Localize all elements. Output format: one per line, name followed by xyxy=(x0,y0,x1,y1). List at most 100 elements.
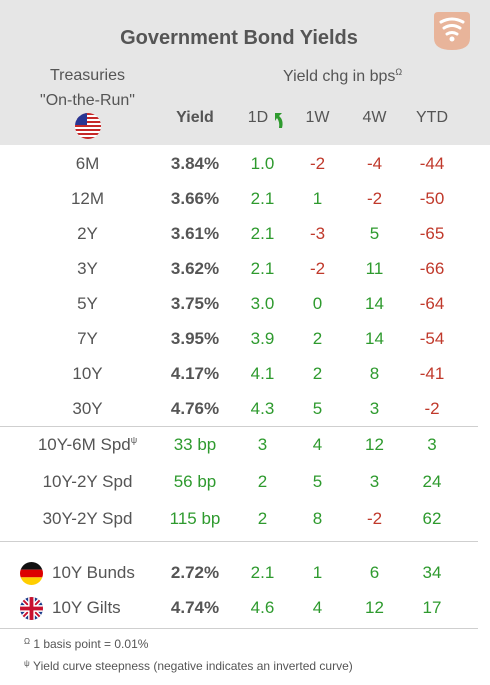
row-1d: 4.1 xyxy=(250,364,275,383)
row-1w: -2 xyxy=(309,154,326,173)
row-4w: -4 xyxy=(366,154,383,173)
uk-flag-icon xyxy=(20,597,43,620)
row-1w: 4 xyxy=(312,435,323,454)
row-yield: 3.66% xyxy=(170,189,220,208)
spread-value: 115 bp xyxy=(169,509,221,528)
divider xyxy=(0,541,478,542)
row-1w: 5 xyxy=(312,472,323,491)
row-4w: 6 xyxy=(369,563,380,582)
row-yield: 4.76% xyxy=(170,399,220,418)
row-ytd: 3 xyxy=(427,435,437,454)
row-label: 10Y xyxy=(72,364,103,383)
row-1w: 5 xyxy=(312,399,323,418)
divider xyxy=(0,426,478,427)
us-flag-icon xyxy=(75,113,101,139)
row-label: 7Y xyxy=(77,329,98,348)
wifi-logo-icon xyxy=(434,12,470,50)
row-1d: 2 xyxy=(257,509,268,528)
up-arrow-icon xyxy=(275,113,283,128)
row-1w: 0 xyxy=(312,294,323,313)
row-1d: 3.0 xyxy=(250,294,275,313)
table-row: 30Y-2Y Spd 115 bp 2 8 -2 62 xyxy=(0,502,490,537)
row-label: 2Y xyxy=(77,224,98,243)
row-1w: 8 xyxy=(312,509,323,528)
row-ytd: -64 xyxy=(419,294,445,313)
on-the-run-label: "On-the-Run" xyxy=(40,92,135,109)
row-yield: 3.95% xyxy=(170,329,220,348)
footnote-basis-point: Ω 1 basis point = 0.01% xyxy=(24,637,149,651)
row-4w: 12 xyxy=(365,435,384,454)
row-1d: 2 xyxy=(257,472,268,491)
row-ytd: -41 xyxy=(419,364,445,383)
row-4w: 11 xyxy=(365,259,384,278)
row-4w: -2 xyxy=(366,189,383,208)
col-1d: 1D xyxy=(247,109,269,126)
table-row: 10Y Gilts 4.74% 4.6 4 12 17 xyxy=(0,591,490,626)
row-1d: 2.1 xyxy=(250,563,275,582)
table-row: 10Y-2Y Spd 56 bp 2 5 3 24 xyxy=(0,465,490,500)
country-label: 10Y Gilts xyxy=(52,598,121,617)
row-yield: 3.61% xyxy=(170,224,220,243)
row-1w: 1 xyxy=(312,563,323,582)
row-ytd: 62 xyxy=(422,509,442,528)
row-1w: 1 xyxy=(312,189,323,208)
treasuries-label: Treasuries xyxy=(50,67,125,84)
divider xyxy=(0,628,478,629)
table-row: 5Y 3.75% 3.0 0 14 -64 xyxy=(0,287,490,322)
row-label: 5Y xyxy=(77,294,98,313)
row-1w: 2 xyxy=(312,364,323,383)
row-ytd: -54 xyxy=(419,329,445,348)
table-row: 12M 3.66% 2.1 1 -2 -50 xyxy=(0,182,490,217)
row-1d: 2.1 xyxy=(250,189,275,208)
row-1d: 4.6 xyxy=(250,598,275,617)
row-label: 30Y xyxy=(72,399,103,418)
row-1d: 4.3 xyxy=(250,399,275,418)
row-yield: 4.74% xyxy=(170,598,220,617)
table-row: 6M 3.84% 1.0 -2 -4 -44 xyxy=(0,147,490,182)
row-yield: 3.75% xyxy=(170,294,220,313)
col-yield: Yield xyxy=(176,109,214,126)
row-yield: 3.62% xyxy=(170,259,220,278)
row-4w: 14 xyxy=(365,294,384,313)
row-label: 6M xyxy=(75,154,100,173)
table-row: 3Y 3.62% 2.1 -2 11 -66 xyxy=(0,252,490,287)
row-1d: 3.9 xyxy=(250,329,275,348)
row-label: 3Y xyxy=(77,259,98,278)
col-1w: 1W xyxy=(305,109,330,126)
row-ytd: -66 xyxy=(419,259,445,278)
row-4w: -2 xyxy=(366,509,383,528)
table-row: 10Y 4.17% 4.1 2 8 -41 xyxy=(0,357,490,392)
row-yield: 2.72% xyxy=(170,563,220,582)
row-4w: 8 xyxy=(369,364,380,383)
table-row: 10Y Bunds 2.72% 2.1 1 6 34 xyxy=(0,556,490,591)
row-ytd: -65 xyxy=(419,224,445,243)
row-yield: 3.84% xyxy=(170,154,220,173)
header-panel: Government Bond Yields Treasuries "On-th… xyxy=(0,0,490,145)
table-row: 7Y 3.95% 3.9 2 14 -54 xyxy=(0,322,490,357)
spread-value: 33 bp xyxy=(173,435,217,454)
row-1w: 2 xyxy=(312,329,323,348)
spread-value: 56 bp xyxy=(173,472,217,491)
row-1w: -3 xyxy=(309,224,326,243)
row-1d: 3 xyxy=(257,435,268,454)
yield-change-label: Yield chg in bpsΩ xyxy=(283,67,403,85)
table-row: 10Y-6M Spdψ 33 bp 3 4 12 3 xyxy=(0,428,490,463)
germany-flag-icon xyxy=(20,562,43,585)
row-yield: 4.17% xyxy=(170,364,220,383)
row-4w: 5 xyxy=(369,224,380,243)
row-ytd: -44 xyxy=(419,154,445,173)
row-4w: 14 xyxy=(365,329,384,348)
row-1w: 4 xyxy=(312,598,323,617)
row-4w: 12 xyxy=(365,598,384,617)
footnote-steepness: ψ Yield curve steepness (negative indica… xyxy=(24,659,353,673)
page-title: Government Bond Yields xyxy=(120,27,358,49)
col-ytd: YTD xyxy=(416,109,448,126)
row-ytd: -50 xyxy=(419,189,445,208)
row-4w: 3 xyxy=(369,472,380,491)
row-1d: 1.0 xyxy=(250,154,275,173)
row-label: 12M xyxy=(70,189,105,208)
row-1d: 2.1 xyxy=(250,224,275,243)
row-1d: 2.1 xyxy=(250,259,275,278)
row-ytd: -2 xyxy=(424,399,440,418)
row-1w: -2 xyxy=(309,259,326,278)
